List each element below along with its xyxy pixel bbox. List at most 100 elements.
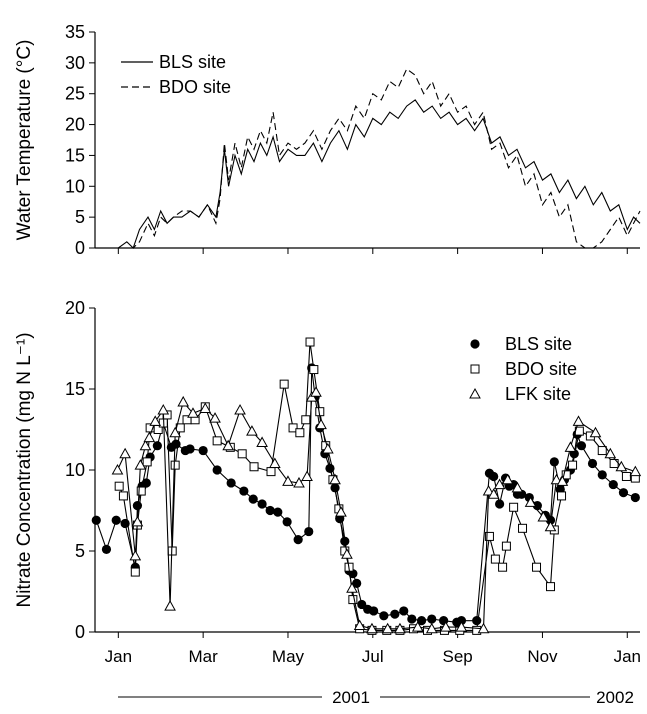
data-point	[129, 549, 142, 561]
data-point	[266, 467, 276, 477]
data-point	[399, 606, 409, 616]
y-tick-label: 35	[65, 22, 85, 42]
data-point	[132, 501, 143, 511]
y-tick-label: 15	[65, 145, 85, 165]
data-point	[139, 439, 152, 451]
data-point	[366, 622, 378, 634]
legend-marker	[470, 364, 480, 374]
data-point	[587, 458, 598, 469]
data-point	[101, 544, 112, 554]
data-point	[91, 515, 101, 525]
data-point	[212, 465, 222, 475]
legend-marker	[470, 339, 480, 349]
data-point	[273, 507, 283, 517]
data-point	[561, 470, 571, 480]
data-point	[164, 600, 176, 611]
legend-label: LFK site	[505, 384, 571, 404]
data-point	[518, 523, 528, 533]
legend-label: BLS site	[159, 52, 226, 72]
data-point	[315, 418, 327, 430]
data-point	[288, 423, 298, 433]
data-point	[239, 486, 249, 496]
data-point	[477, 622, 490, 634]
data-point	[524, 496, 537, 507]
data-point	[346, 582, 358, 593]
y-tick-label: 5	[75, 207, 85, 227]
data-point	[381, 622, 394, 634]
data-point	[282, 517, 292, 527]
data-point	[572, 415, 585, 426]
y-tick-label: 0	[75, 622, 85, 642]
data-point	[209, 412, 221, 423]
data-point	[609, 459, 619, 469]
legend-marker	[469, 387, 481, 399]
data-point	[472, 616, 482, 626]
data-point	[134, 459, 147, 470]
data-point	[142, 457, 152, 467]
data-point	[248, 494, 258, 504]
data-point	[501, 473, 514, 485]
data-point	[416, 616, 427, 626]
data-point	[411, 621, 424, 632]
data-point	[119, 447, 131, 459]
data-point	[597, 446, 607, 456]
data-point	[131, 515, 144, 527]
data-point	[268, 457, 281, 469]
series-line	[117, 390, 636, 630]
data-point	[118, 491, 128, 501]
data-point	[335, 506, 347, 517]
data-point	[321, 442, 334, 454]
data-point	[111, 463, 124, 475]
data-point	[234, 404, 246, 415]
data-point	[482, 485, 495, 496]
y-axis-label: Water Temperature (°C)	[14, 40, 35, 241]
x-tick-label: Jan	[614, 647, 641, 666]
data-point	[369, 606, 379, 616]
data-point	[439, 621, 452, 632]
y-tick-label: 10	[65, 460, 85, 480]
data-point	[568, 460, 578, 470]
data-point	[279, 379, 289, 389]
data-point	[615, 460, 628, 472]
x-tick-label: Jul	[362, 647, 384, 666]
data-point	[629, 465, 642, 477]
data-point	[249, 462, 259, 472]
x-tick-label: Jan	[105, 647, 132, 666]
data-point	[246, 425, 258, 436]
data-point	[427, 614, 437, 624]
data-point	[511, 481, 524, 493]
data-point	[390, 609, 400, 619]
data-point	[501, 541, 511, 551]
data-point	[170, 460, 180, 470]
data-point	[498, 562, 508, 572]
data-point	[222, 439, 235, 451]
data-point	[489, 471, 499, 482]
y-tick-label: 20	[65, 115, 85, 135]
data-point	[557, 491, 567, 501]
data-point	[608, 479, 618, 490]
data-point	[111, 515, 121, 525]
data-point	[293, 476, 305, 488]
data-point	[304, 526, 314, 537]
data-point	[256, 436, 268, 447]
data-point	[265, 505, 275, 516]
data-point	[130, 567, 140, 577]
data-point	[257, 499, 267, 509]
x-tick-label: Sep	[443, 647, 473, 666]
data-point	[487, 488, 500, 499]
data-point	[546, 582, 556, 592]
data-point	[177, 395, 190, 407]
year-label: 2002	[596, 688, 634, 707]
data-point	[597, 470, 607, 480]
y-tick-label: 15	[65, 379, 85, 399]
data-point	[544, 520, 557, 532]
data-point	[293, 535, 303, 545]
y-tick-label: 0	[75, 238, 85, 258]
data-point	[545, 515, 556, 525]
y-tick-label: 10	[65, 176, 85, 196]
series-line	[97, 68, 641, 249]
data-point	[564, 441, 577, 452]
data-point	[114, 481, 124, 491]
